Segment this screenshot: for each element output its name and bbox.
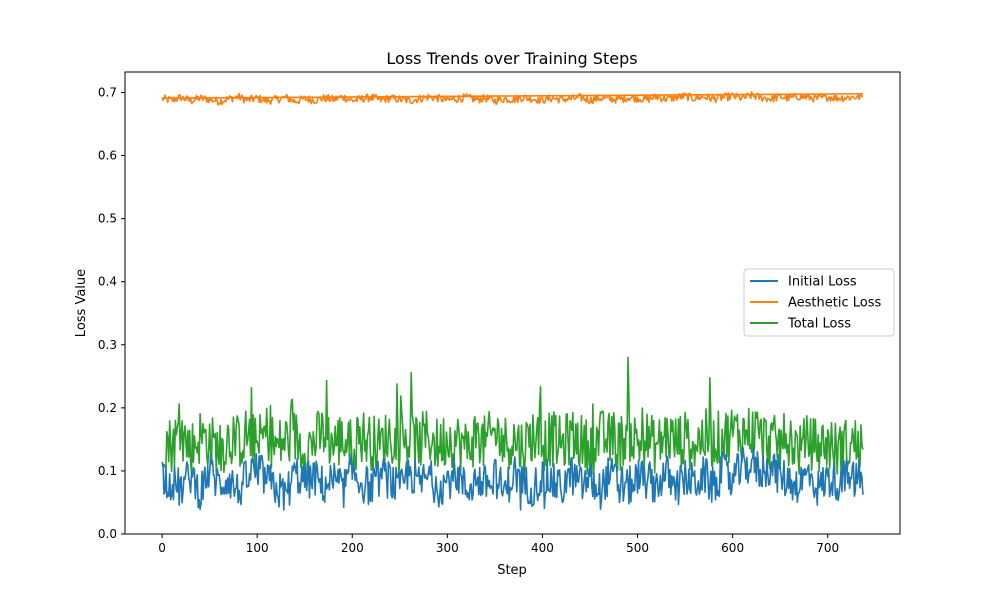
x-tick-label: 600: [721, 541, 744, 555]
legend-label: Initial Loss: [788, 275, 857, 290]
y-tick-label: 0.1: [98, 464, 117, 478]
y-tick-label: 0.4: [98, 275, 117, 289]
legend-label: Total Loss: [787, 317, 851, 332]
series-line-total-loss: [161, 356, 864, 475]
x-axis-ticks: 0 100 200 300 400 500 600 700: [158, 534, 839, 555]
y-axis-ticks: 0.0 0.1 0.2 0.3 0.4 0.5 0.6 0.7: [98, 85, 125, 541]
x-tick-label: 700: [816, 541, 839, 555]
x-tick-label: 200: [341, 541, 364, 555]
chart-title: Loss Trends over Training Steps: [386, 49, 637, 68]
plot-area: [124, 71, 901, 535]
y-tick-label: 0.7: [98, 85, 117, 99]
y-tick-label: 0.0: [98, 527, 117, 541]
x-tick-label: 400: [531, 541, 554, 555]
series-line-initial-loss: [161, 446, 864, 511]
y-tick-label: 0.2: [98, 401, 117, 415]
x-tick-label: 500: [626, 541, 649, 555]
x-tick-label: 0: [158, 541, 166, 555]
series-layer: [161, 91, 864, 511]
legend-box: [743, 268, 895, 337]
series-line-aesthetic-loss: [161, 91, 864, 106]
legend: Initial Loss Aesthetic Loss Total Loss: [743, 268, 895, 337]
y-tick-label: 0.6: [98, 149, 117, 163]
legend-label: Aesthetic Loss: [788, 296, 881, 311]
axes-frame: [124, 71, 901, 535]
y-axis-label: Loss Value: [74, 269, 89, 337]
x-tick-label: 100: [246, 541, 269, 555]
x-tick-label: 300: [436, 541, 459, 555]
y-tick-label: 0.5: [98, 212, 117, 226]
y-tick-label: 0.3: [98, 338, 117, 352]
x-axis-label: Step: [497, 563, 527, 578]
